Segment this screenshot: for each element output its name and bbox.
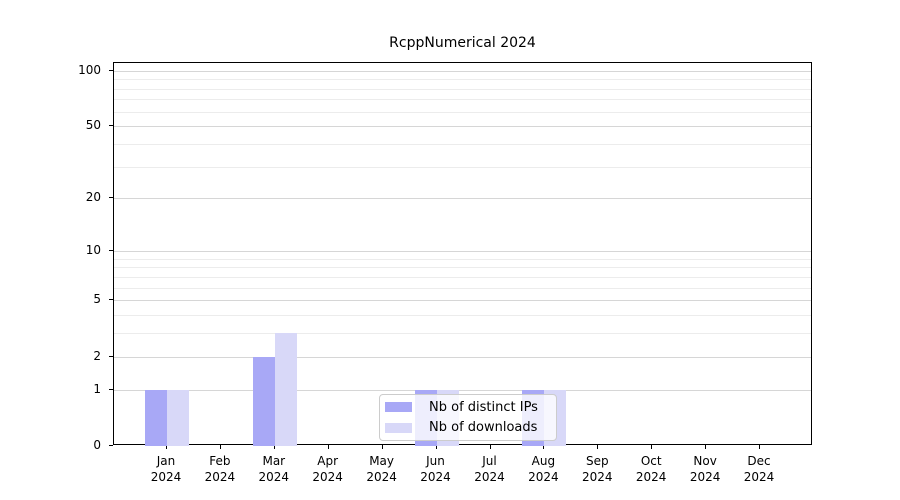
gridline-20: [114, 198, 811, 200]
gridline-minor-9: [114, 258, 811, 260]
y-tick-mark-1: [109, 388, 113, 390]
x-tick-label-aug: Aug 2024: [528, 454, 559, 484]
gridline-2: [114, 356, 811, 358]
x-tick-mark-feb: [219, 445, 221, 449]
x-tick-label-nov: Nov 2024: [689, 454, 721, 484]
x-tick-label-jan: Jan 2024: [150, 454, 182, 484]
gridline-10: [114, 251, 811, 252]
gridline-minor-70: [114, 99, 811, 101]
x-tick-mark-apr: [327, 445, 329, 449]
chart-title: RcppNumerical 2024: [389, 35, 536, 51]
bar-downloads-mar: [274, 333, 297, 446]
y-tick-label-1: 1: [93, 381, 101, 396]
legend: Nb of distinct IPs Nb of downloads: [379, 394, 557, 441]
legend-item-downloads: Nb of downloads: [385, 420, 548, 437]
y-tick-label-5: 5: [93, 292, 101, 307]
bar-distinct-ips-mar: [252, 356, 275, 446]
gridline-50: [114, 126, 811, 128]
gridline-minor-90: [114, 79, 811, 81]
gridline-minor-30: [114, 166, 811, 168]
gridline-minor-6: [114, 287, 811, 289]
y-tick-label-2: 2: [93, 348, 101, 363]
legend-swatch-downloads: [385, 422, 412, 433]
plot-area: Nb of distinct IPs Nb of downloads: [113, 62, 812, 446]
x-tick-mark-nov: [705, 445, 707, 449]
x-tick-label-may: May 2024: [366, 454, 397, 484]
y-tick-mark-100: [109, 69, 113, 71]
x-tick-label-sep: Sep 2024: [582, 454, 613, 484]
legend-label-distinct-ips: Nb of distinct IPs: [429, 399, 538, 415]
y-tick-label-0: 0: [93, 438, 101, 452]
y-tick-mark-20: [109, 197, 113, 199]
x-tick-mark-jun: [435, 445, 437, 449]
gridline-minor-8: [114, 267, 811, 269]
x-tick-mark-aug: [543, 445, 545, 449]
y-tick-label-10: 10: [85, 243, 101, 257]
x-tick-label-oct: Oct 2024: [635, 454, 667, 484]
bar-distinct-ips-jan: [145, 389, 167, 446]
y-tick-mark-50: [109, 125, 113, 127]
gridline-minor-4: [114, 315, 811, 317]
x-tick-label-feb: Feb 2024: [204, 454, 236, 484]
bar-downloads-jan: [167, 389, 189, 446]
gridline-100: [114, 70, 811, 72]
y-tick-label-20: 20: [85, 190, 101, 205]
x-tick-label-jul: Jul 2024: [474, 454, 505, 484]
y-tick-mark-5: [109, 299, 113, 301]
gridline-minor-3: [114, 333, 811, 335]
x-tick-mark-jul: [489, 445, 491, 449]
x-tick-mark-jan: [166, 445, 167, 449]
gridline-1: [114, 389, 811, 391]
x-tick-label-apr: Apr 2024: [312, 454, 343, 484]
x-tick-mark-sep: [597, 445, 599, 449]
y-tick-mark-10: [109, 250, 113, 251]
y-tick-mark-0: [109, 445, 113, 446]
legend-item-distinct-ips: Nb of distinct IPs: [385, 399, 548, 416]
x-tick-label-jun: Jun 2024: [420, 454, 451, 484]
gridline-minor-80: [114, 88, 811, 90]
x-tick-mark-mar: [273, 445, 275, 449]
y-tick-label-50: 50: [85, 118, 101, 133]
y-tick-label-100: 100: [78, 62, 101, 77]
gridline-minor-7: [114, 276, 811, 278]
x-tick-mark-may: [381, 445, 383, 449]
gridline-minor-60: [114, 111, 811, 113]
x-tick-mark-oct: [651, 445, 653, 449]
y-tick-mark-2: [109, 355, 113, 357]
legend-swatch-distinct-ips: [385, 402, 412, 413]
x-tick-mark-dec: [759, 445, 760, 449]
x-tick-label-mar: Mar 2024: [258, 454, 290, 484]
gridline-minor-40: [114, 144, 811, 145]
x-tick-label-dec: Dec 2024: [743, 454, 775, 484]
legend-label-downloads: Nb of downloads: [429, 420, 538, 436]
gridline-5: [114, 300, 811, 302]
